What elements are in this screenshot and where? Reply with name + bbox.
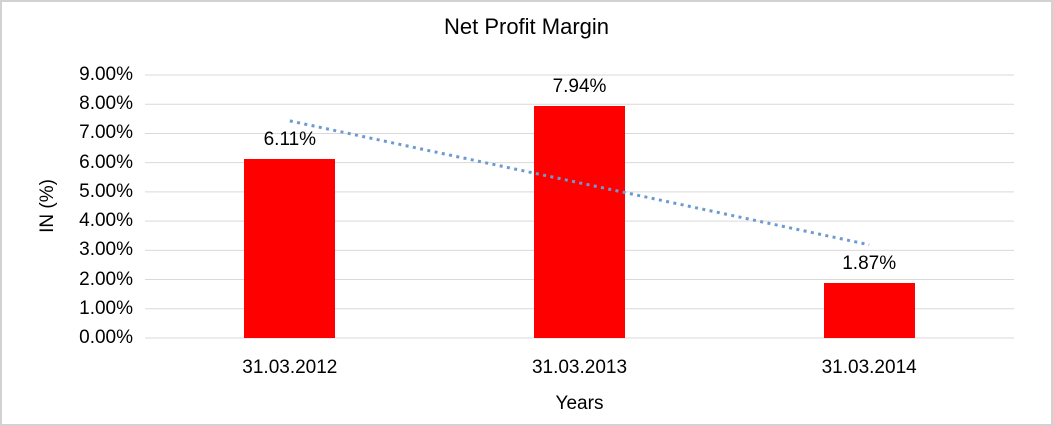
y-axis-title: IN (%) [37,179,58,233]
y-tick-label: 2.00% [79,268,133,290]
y-tick-label: 5.00% [79,180,133,202]
y-tick-label: 1.00% [79,297,133,319]
y-tick-label: 6.00% [79,151,133,173]
bar-31.03.2012 [244,159,336,338]
trendline [289,119,870,247]
x-axis-title: Years [555,393,604,414]
bar-31.03.2013 [534,105,625,338]
y-tick-label: 4.00% [79,210,133,232]
y-tick-label: 8.00% [79,93,133,115]
bar-value-label: 7.94% [552,75,607,97]
chart-title: Net Profit Margin [443,14,610,39]
y-tick-label: 9.00% [79,64,133,85]
bar-value-label: 1.87% [842,253,897,275]
y-tick-label: 3.00% [79,239,133,261]
x-tick-label: 31.03.2012 [242,357,338,378]
bar-value-label: 6.11% [263,129,317,151]
y-tick-label: 0.00% [79,327,133,348]
x-tick-label: 31.03.2014 [821,357,917,378]
bar-31.03.2014 [823,283,915,338]
x-tick-label: 31.03.2013 [531,357,628,378]
y-tick-label: 7.00% [79,122,133,144]
